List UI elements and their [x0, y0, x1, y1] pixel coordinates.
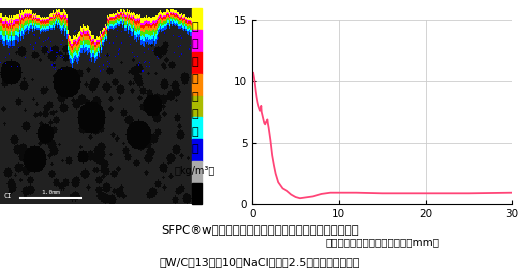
- Text: コンクリート表面からの深さ（mm）: コンクリート表面からの深さ（mm）: [325, 238, 439, 248]
- Text: オ: オ: [192, 92, 198, 102]
- Text: 度: 度: [192, 144, 198, 154]
- Text: 1.0mm: 1.0mm: [41, 190, 60, 195]
- Bar: [192, 139, 202, 161]
- Text: 塩: 塩: [192, 22, 198, 32]
- Text: 2.00: 2.00: [204, 17, 219, 22]
- Bar: [192, 117, 202, 139]
- Text: ン: ン: [192, 109, 198, 119]
- Text: （kg/m³）: （kg/m³）: [175, 166, 215, 176]
- Text: 0.00: 0.00: [204, 191, 219, 196]
- Text: 化: 化: [192, 39, 198, 49]
- Text: SFPC®wいたコンクリートの塩化物イオン濃度分布の例: SFPC®wいたコンクリートの塩化物イオン濃度分布の例: [161, 225, 359, 237]
- Bar: [192, 95, 202, 117]
- Text: 0.60: 0.60: [204, 104, 219, 109]
- Bar: [192, 74, 202, 95]
- Text: （W/C＝13％、10％NaCl水溶涵2.5年浸漬後に測定）: （W/C＝13％、10％NaCl水溶涵2.5年浸漬後に測定）: [160, 257, 360, 267]
- Text: 0.80: 0.80: [204, 82, 219, 87]
- Text: 1.20: 1.20: [204, 39, 219, 44]
- Bar: [192, 30, 202, 52]
- Text: 0.40: 0.40: [204, 126, 219, 131]
- Text: 0.20: 0.20: [204, 148, 219, 152]
- Text: 物: 物: [192, 57, 198, 67]
- Bar: [192, 52, 202, 74]
- Text: イ: イ: [192, 74, 198, 84]
- Text: 1.00: 1.00: [204, 60, 219, 65]
- Bar: [192, 161, 202, 183]
- Text: CI: CI: [4, 193, 12, 199]
- Bar: [192, 8, 202, 30]
- Text: 濃: 濃: [192, 127, 198, 137]
- Bar: [192, 183, 202, 204]
- Text: 0.10: 0.10: [204, 169, 219, 174]
